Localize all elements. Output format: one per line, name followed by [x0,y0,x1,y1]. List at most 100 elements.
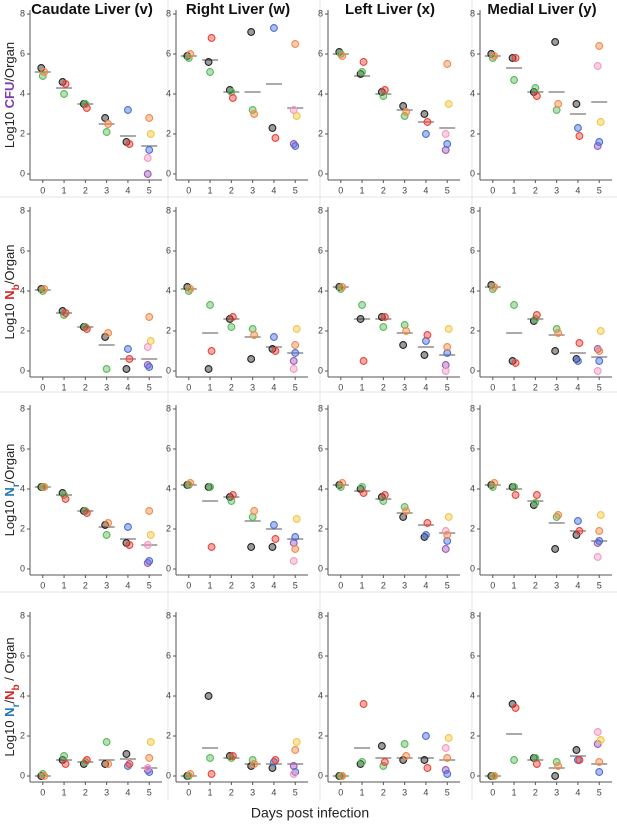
point [595,42,604,50]
point [206,483,215,491]
point [575,132,584,140]
y-tick-label: 8 [20,610,25,620]
point [379,323,388,331]
point [207,770,216,778]
point [443,531,452,539]
point [443,343,452,351]
x-tick-label: 3 [250,580,255,590]
point [510,483,519,491]
y-tick-label: 6 [318,48,323,58]
point [531,499,540,507]
point [338,283,347,291]
y-tick-label: 2 [318,325,323,335]
x-tick-label: 3 [554,580,559,590]
y-tick-label: 4 [166,285,171,295]
x-tick-label: 1 [62,185,67,195]
point [125,355,134,363]
point [40,772,49,780]
x-tick-label: 3 [104,382,109,392]
x-tick-label: 0 [186,787,191,797]
point [554,762,563,770]
y-tick-label: 0 [20,168,25,178]
y-label-part: /Organ [2,444,17,484]
point [380,491,389,499]
y-tick-label: 6 [166,48,171,58]
point [289,770,298,778]
point [61,80,70,88]
point [444,513,453,521]
x-tick-label: 1 [360,787,365,797]
point [247,355,256,363]
point [204,365,213,373]
point [358,301,367,309]
x-tick-label: 1 [208,382,213,392]
point [292,515,301,523]
x-tick-label: 3 [554,787,559,797]
point [271,347,280,355]
point [490,283,499,291]
y-tick-label: 6 [318,245,323,255]
point [291,40,300,48]
y-tick-label: 0 [20,770,25,780]
point [228,94,237,102]
point [145,754,154,762]
point [268,543,277,551]
panel-title: Right Liver (w) [186,1,290,18]
y-tick-label: 4 [470,483,475,493]
point [291,545,300,553]
y-tick-label: 6 [20,48,25,58]
x-tick-label: 3 [402,787,407,797]
x-tick-label: 1 [62,580,67,590]
point [145,313,154,321]
point [250,507,259,515]
y-label-part: r [11,703,22,707]
point [146,130,155,138]
x-tick-label: 0 [490,787,495,797]
y-tick-label: 2 [20,325,25,335]
x-tick-label: 2 [229,580,234,590]
point [146,531,155,539]
point [554,511,563,519]
x-tick-label: 5 [293,382,298,392]
y-tick-label: 4 [20,285,25,295]
y-tick-label: 4 [20,690,25,700]
point [441,744,450,752]
y-label-part: / [2,700,17,704]
x-tick-label: 5 [293,787,298,797]
x-tick-label: 1 [62,787,67,797]
point [289,365,298,373]
point [145,507,154,515]
x-tick-label: 3 [402,580,407,590]
point [356,315,365,323]
x-tick-label: 4 [423,580,428,590]
point [443,349,452,357]
x-tick-label: 5 [147,787,152,797]
y-tick-label: 0 [318,770,323,780]
y-label-part: /Organ [2,244,17,284]
panel-title: Caudate Liver (v) [31,1,153,18]
x-axis-label: Days post infection [251,805,369,821]
point [421,531,430,539]
x-tick-label: 0 [338,580,343,590]
point [186,285,195,293]
point [271,756,280,764]
y-label-part: Log10 [2,717,17,757]
y-tick-label: 0 [470,563,475,573]
point [228,491,237,499]
x-tick-label: 0 [338,382,343,392]
x-tick-label: 4 [575,580,580,590]
point [423,331,432,339]
point [490,772,499,780]
x-tick-label: 5 [293,185,298,195]
point [338,479,347,487]
x-tick-label: 5 [445,580,450,590]
point [443,60,452,68]
point [61,309,70,317]
x-tick-label: 5 [445,382,450,392]
y-tick-label: 0 [166,365,171,375]
point [532,311,541,319]
point [60,752,69,760]
point [146,738,155,746]
point [551,347,560,355]
